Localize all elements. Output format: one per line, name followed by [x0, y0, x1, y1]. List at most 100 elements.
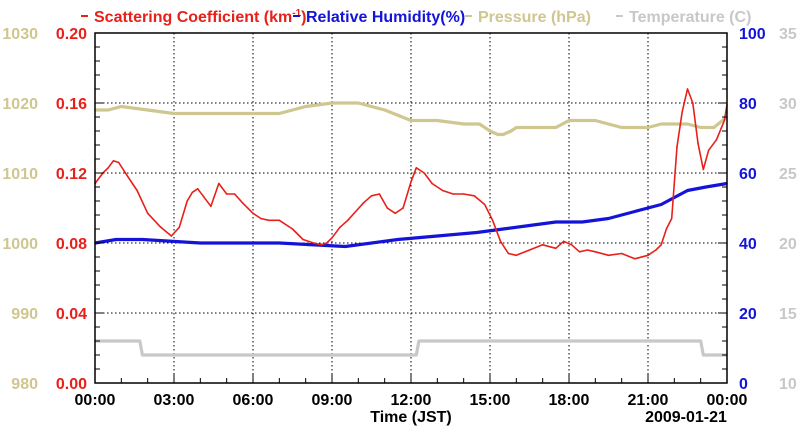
data-point-pressure	[673, 123, 676, 125]
data-point-scattering-coefficient	[647, 254, 649, 257]
data-point-scattering-coefficient	[354, 210, 357, 213]
data-point-relative-humidity	[607, 217, 610, 220]
data-point-scattering-coefficient	[225, 193, 228, 195]
scattering-tick-label: 0.00	[56, 376, 87, 393]
data-point-pressure	[173, 112, 175, 115]
data-point-scattering-coefficient	[660, 244, 662, 246]
pressure-tick-label: 980	[11, 376, 38, 393]
data-point-scattering-coefficient	[160, 226, 162, 229]
data-point-relative-humidity	[397, 238, 399, 241]
data-point-scattering-coefficient	[370, 195, 373, 197]
data-point-scattering-coefficient	[452, 193, 454, 195]
data-point-pressure	[107, 109, 109, 111]
data-point-scattering-coefficient	[218, 182, 220, 185]
legend-label-temp: Temperature (C)	[629, 9, 751, 26]
data-point-pressure	[713, 126, 715, 129]
data-point-relative-humidity	[634, 210, 636, 213]
data-point-temperature	[702, 354, 705, 356]
x-tick-label: 00:00	[75, 392, 116, 409]
data-point-pressure	[620, 126, 623, 129]
data-point-scattering-coefficient	[491, 219, 494, 222]
data-point-relative-humidity	[344, 245, 347, 248]
data-point-pressure	[489, 130, 491, 132]
data-point-relative-humidity	[115, 238, 117, 241]
data-point-scattering-coefficient	[562, 240, 565, 243]
temperature-tick-label: 35	[779, 26, 797, 43]
data-point-scattering-coefficient	[462, 193, 465, 195]
data-point-scattering-coefficient	[268, 219, 270, 222]
data-point-scattering-coefficient	[594, 251, 597, 253]
data-point-scattering-coefficient	[241, 202, 244, 204]
legend-label-rh: Relative Humidity(%)	[306, 9, 465, 26]
data-point-pressure	[510, 130, 512, 132]
legend: Scattering Coefficient (km-1) Relative Hu…	[81, 8, 751, 26]
grid	[95, 33, 727, 383]
data-point-scattering-coefficient	[607, 254, 610, 257]
data-point-pressure	[199, 112, 202, 115]
data-point-scattering-coefficient	[586, 249, 589, 251]
data-point-scattering-coefficient	[692, 102, 694, 104]
data-point-scattering-coefficient	[302, 238, 304, 241]
x-tick-label: 06:00	[233, 392, 274, 409]
data-point-pressure	[502, 133, 505, 136]
data-point-scattering-coefficient	[347, 219, 349, 222]
data-point-scattering-coefficient	[620, 252, 623, 255]
humidity-tick-label: 100	[739, 26, 766, 43]
x-tick-label: 00:00	[707, 392, 748, 409]
humidity-tick-label: 80	[739, 96, 757, 113]
data-point-pressure	[497, 133, 499, 136]
data-point-scattering-coefficient	[325, 242, 328, 244]
data-point-pressure	[120, 105, 123, 108]
data-point-scattering-coefficient	[541, 244, 544, 246]
data-point-scattering-coefficient	[339, 226, 341, 229]
data-point-scattering-coefficient	[402, 207, 404, 209]
data-point-scattering-coefficient	[260, 217, 262, 220]
data-point-relative-humidity	[528, 224, 531, 227]
data-point-scattering-coefficient	[578, 251, 581, 253]
scattering-tick-label: 0.20	[56, 26, 87, 43]
data-point-scattering-coefficient	[394, 212, 397, 215]
data-point-pressure	[699, 126, 702, 129]
data-point-scattering-coefficient	[117, 161, 120, 164]
data-point-relative-humidity	[686, 189, 689, 192]
data-point-scattering-coefficient	[681, 111, 683, 113]
temperature-tick-label: 10	[779, 376, 797, 393]
x-tick-label: 09:00	[312, 392, 353, 409]
data-point-pressure	[252, 112, 254, 115]
data-point-scattering-coefficient	[178, 226, 181, 229]
date-label: 2009-01-21	[645, 409, 727, 426]
data-point-scattering-coefficient	[191, 191, 194, 194]
x-axis-label: Time (JST)	[370, 409, 452, 426]
data-point-scattering-coefficient	[107, 167, 109, 169]
data-point-scattering-coefficient	[278, 219, 281, 222]
data-point-scattering-coefficient	[291, 228, 294, 230]
data-point-pressure	[478, 123, 481, 125]
temperature-tick-label: 25	[779, 166, 797, 183]
legend-label-scat: Scattering Coefficient (km-1)	[94, 8, 307, 26]
data-point-scattering-coefficient	[410, 181, 412, 183]
data-point-relative-humidity	[502, 228, 505, 230]
data-point-relative-humidity	[436, 235, 439, 237]
data-point-scattering-coefficient	[312, 242, 315, 244]
data-point-scattering-coefficient	[186, 200, 188, 202]
data-point-pressure	[568, 119, 570, 122]
scattering-tick-label: 0.04	[56, 306, 87, 323]
x-tick-label: 18:00	[549, 392, 590, 409]
data-point-scattering-coefficient	[320, 244, 323, 246]
data-point-scattering-coefficient	[570, 244, 573, 246]
data-point-scattering-coefficient	[415, 167, 418, 169]
series-line-scattering-coefficient	[94, 88, 728, 260]
data-point-scattering-coefficient	[441, 189, 444, 192]
data-point-pressure	[647, 126, 649, 129]
data-point-relative-humidity	[581, 221, 583, 223]
data-point-scattering-coefficient	[655, 249, 657, 251]
series-line-temperature	[95, 339, 727, 357]
data-point-scattering-coefficient	[702, 168, 705, 171]
data-point-pressure	[383, 109, 386, 111]
scattering-tick-label: 0.08	[56, 236, 87, 253]
data-point-scattering-coefficient	[686, 88, 689, 90]
pressure-tick-label: 1010	[2, 166, 38, 183]
temperature-tick-label: 20	[779, 236, 797, 253]
data-point-pressure	[541, 126, 544, 129]
data-point-scattering-coefficient	[715, 138, 718, 141]
